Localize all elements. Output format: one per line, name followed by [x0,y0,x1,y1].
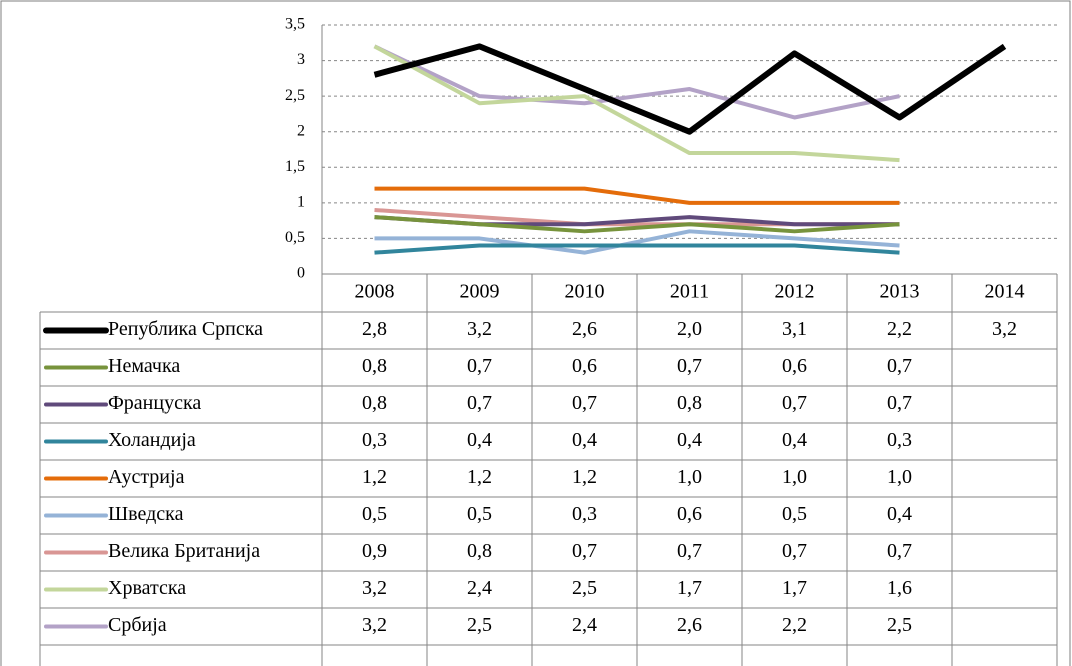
x-tick-label: 2011 [670,281,709,303]
table-value: 2,4 [572,614,597,636]
table-value: 1,0 [887,466,912,488]
table-value: 1,0 [677,466,702,488]
table-value: 3,2 [992,318,1017,340]
legend-label: Холандија [108,429,196,451]
table-value: 0,4 [887,503,912,525]
y-tick-label: 3,5 [285,16,305,33]
legend-label: Република Српска [108,318,263,340]
table-value: 0,6 [782,355,807,377]
table-value: 0,7 [467,392,492,414]
table-value: 0,7 [677,540,702,562]
series-line [373,44,900,120]
legend-label: Француска [108,392,201,414]
x-tick-label: 2008 [355,281,395,303]
table-value: 1,2 [467,466,492,488]
table-value: 2,6 [677,614,702,636]
legend-label: Хрватска [108,577,186,599]
table-value: 0,7 [887,392,912,414]
table-value: 0,7 [677,355,702,377]
x-tick-label: 2012 [775,281,815,303]
table-value: 2,0 [677,318,702,340]
table-value: 0,7 [572,540,597,562]
legend-label: Србија [108,614,167,636]
table-value: 0,4 [782,429,807,451]
series-line [374,243,900,255]
y-tick-label: 3 [297,51,305,68]
legend-label: Немачка [108,355,180,377]
y-tick-label: 1 [297,194,305,211]
y-tick-label: 2 [297,122,305,139]
table-value: 0,3 [887,429,912,451]
table-value: 1,6 [887,577,912,599]
table-value: 0,8 [677,392,702,414]
table-value: 0,7 [782,392,807,414]
legend-label: Шведска [108,503,184,525]
legend-label: Аустрија [108,466,185,488]
series-line [374,215,900,234]
y-tick-label: 1,5 [285,158,305,175]
table-value: 0,5 [467,503,492,525]
table-value: 0,8 [362,392,387,414]
x-tick-label: 2009 [460,281,500,303]
x-tick-label: 2014 [985,281,1025,303]
table-value: 1,2 [362,466,387,488]
legend-label: Велика Британија [108,540,260,562]
table-value: 2,4 [467,577,492,599]
table-value: 2,5 [572,577,597,599]
table-value: 0,4 [572,429,597,451]
table-value: 0,3 [362,429,387,451]
series-line [373,43,1007,135]
x-tick-label: 2010 [565,281,605,303]
table-value: 0,7 [572,392,597,414]
table-value: 0,7 [887,355,912,377]
table-value: 1,0 [782,466,807,488]
table-value: 0,7 [782,540,807,562]
table-value: 0,5 [362,503,387,525]
table-value: 0,3 [572,503,597,525]
table-value: 0,7 [887,540,912,562]
table-value: 0,8 [362,355,387,377]
table-value: 2,5 [467,614,492,636]
series-line [374,229,900,255]
table-value: 3,1 [782,318,807,340]
table-value: 0,7 [467,355,492,377]
table-value: 0,5 [782,503,807,525]
table-value: 1,2 [572,466,597,488]
table-value: 2,2 [782,614,807,636]
table-value: 2,6 [572,318,597,340]
table-value: 0,6 [572,355,597,377]
table-value: 1,7 [782,577,807,599]
table-value: 2,2 [887,318,912,340]
series-line [374,186,900,205]
table-value: 0,4 [677,429,702,451]
table-value: 2,8 [362,318,387,340]
table-value: 2,5 [887,614,912,636]
table-value: 3,2 [362,577,387,599]
table-value: 0,4 [467,429,492,451]
table-value: 0,6 [677,503,702,525]
table-value: 1,7 [677,577,702,599]
y-tick-label: 0,5 [285,229,305,246]
table-value: 0,9 [362,540,387,562]
x-tick-label: 2013 [880,281,920,303]
series-line [373,44,900,163]
y-tick-label: 2,5 [285,87,305,104]
y-tick-label: 0 [297,265,305,282]
table-value: 3,2 [362,614,387,636]
table-value: 3,2 [467,318,492,340]
table-value: 0,8 [467,540,492,562]
